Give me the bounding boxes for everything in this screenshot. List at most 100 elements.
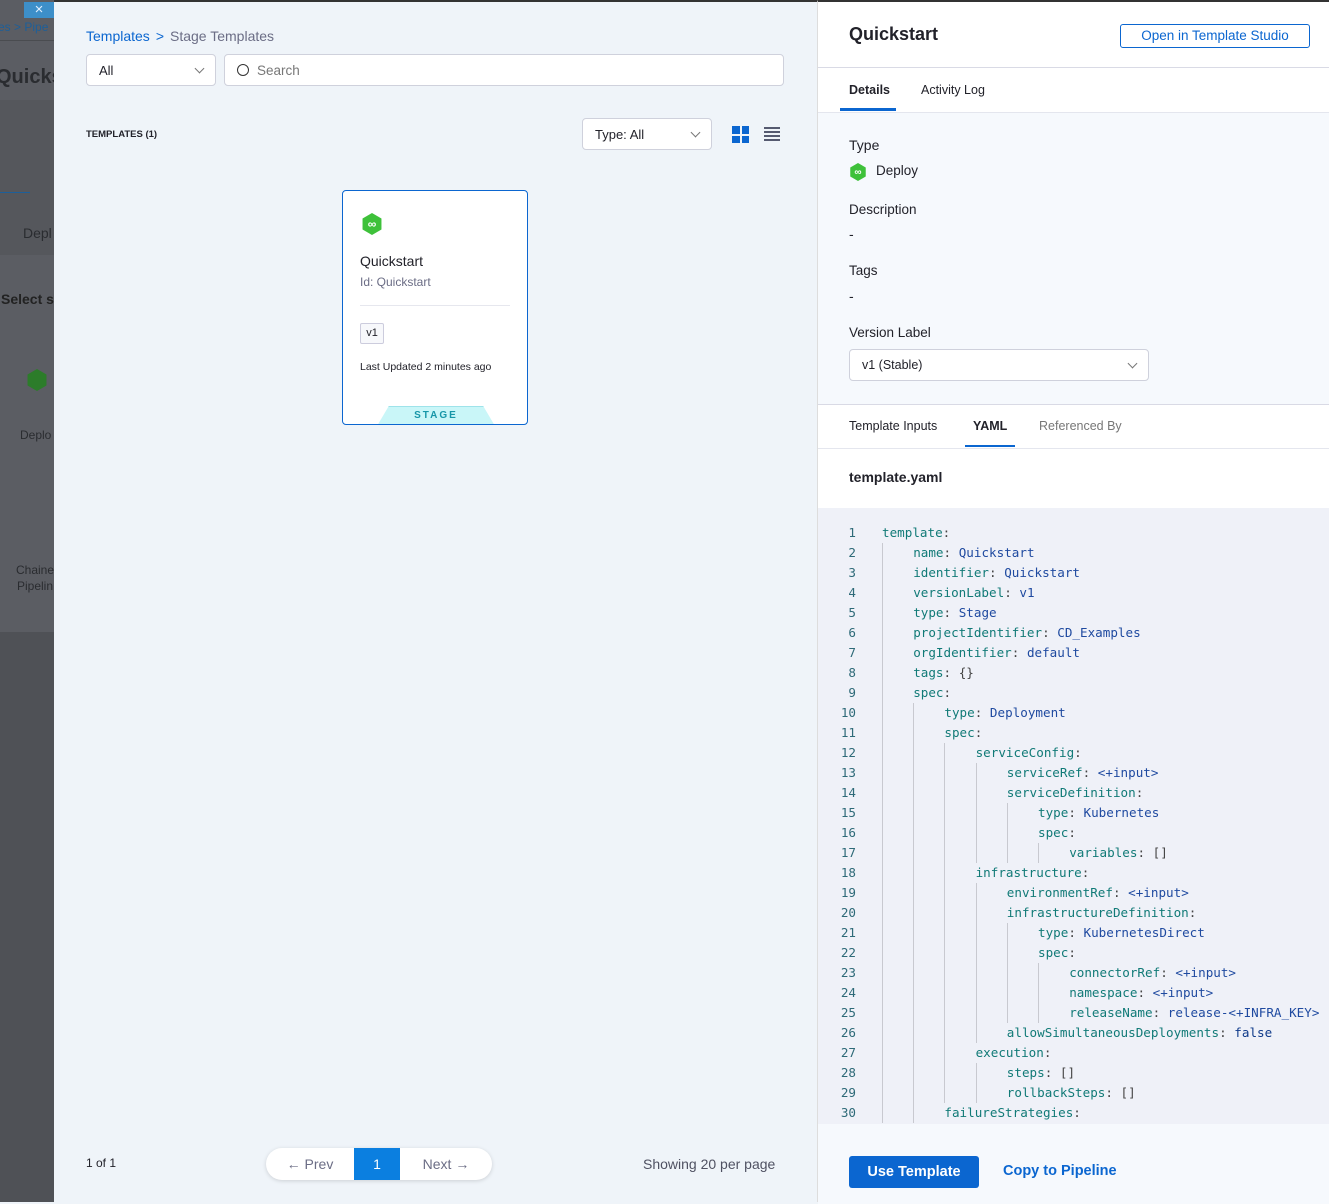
description-label: Description bbox=[849, 202, 917, 217]
version-select[interactable]: v1 (Stable) bbox=[849, 349, 1149, 381]
line-number: 4 bbox=[848, 585, 856, 600]
tab-activity-log[interactable]: Activity Log bbox=[921, 83, 985, 97]
yaml-content: environmentRef: <+input> bbox=[1006, 885, 1189, 900]
yaml-content: template: bbox=[882, 525, 958, 540]
per-page-label: Showing 20 per page bbox=[643, 1156, 776, 1172]
indent-guide bbox=[944, 1003, 946, 1023]
indent-guide bbox=[882, 543, 883, 563]
tab-details[interactable]: Details bbox=[849, 83, 890, 97]
yaml-content: type: Stage bbox=[913, 605, 997, 620]
yaml-line: 30 failureStrategies: bbox=[818, 1103, 1329, 1123]
tab-template-inputs[interactable]: Template Inputs bbox=[849, 419, 938, 433]
bg-chained-1: Chaine bbox=[16, 563, 54, 577]
yaml-file-name: template.yaml bbox=[849, 469, 943, 485]
tab-yaml[interactable]: YAML bbox=[973, 419, 1008, 433]
line-number: 27 bbox=[840, 1045, 856, 1060]
indent-guide bbox=[882, 1003, 883, 1023]
indent-guide bbox=[944, 963, 946, 983]
list-view-icon[interactable] bbox=[764, 127, 780, 141]
template-card[interactable]: ∞ Quickstart Id: Quickstart v1 Last Upda… bbox=[342, 190, 528, 425]
template-details-panel: Quickstart Open in Template Studio Detai… bbox=[817, 0, 1329, 1204]
line-number: 26 bbox=[840, 1025, 856, 1040]
yaml-line: 9 spec: bbox=[818, 683, 1329, 703]
line-number: 16 bbox=[840, 825, 856, 840]
indent-guide bbox=[1006, 983, 1008, 1003]
indent-guide bbox=[882, 823, 883, 843]
template-browser: Templates > Stage Templates All Search TEM… bbox=[54, 0, 817, 1202]
bg-deploy-icon bbox=[27, 369, 47, 391]
search-icon bbox=[237, 64, 249, 76]
indent-guide bbox=[944, 903, 946, 923]
yaml-content: namespace: <+input> bbox=[1069, 985, 1214, 1000]
use-template-button[interactable]: Use Template bbox=[849, 1156, 979, 1188]
yaml-line: 25 releaseName: release-<+INFRA_KEY> bbox=[818, 1003, 1329, 1023]
chevron-down-icon bbox=[194, 63, 205, 73]
yaml-line: 6 projectIdentifier: CD_Examples bbox=[818, 623, 1329, 643]
type-label: Type bbox=[849, 137, 880, 153]
tags-value: - bbox=[849, 288, 854, 304]
line-number: 2 bbox=[848, 545, 856, 560]
indent-guide bbox=[975, 803, 977, 823]
bg-title: Quicks bbox=[0, 66, 54, 88]
line-number: 10 bbox=[840, 705, 856, 720]
deploy-hex-icon: ∞ bbox=[850, 163, 866, 181]
indent-guide bbox=[944, 863, 946, 883]
indent-guide bbox=[975, 823, 977, 843]
copy-to-pipeline-button[interactable]: Copy to Pipeline bbox=[1003, 1163, 1117, 1179]
breadcrumb: Templates > Stage Templates bbox=[86, 28, 274, 44]
line-number: 18 bbox=[840, 865, 856, 880]
indent-guide bbox=[975, 1063, 977, 1083]
indent-guide bbox=[882, 1083, 883, 1103]
indent-guide bbox=[1006, 803, 1008, 823]
line-number: 7 bbox=[848, 645, 856, 660]
breadcrumb-current: Stage Templates bbox=[170, 28, 275, 44]
close-icon[interactable]: × bbox=[24, 2, 54, 18]
indent-guide bbox=[975, 943, 977, 963]
indent-guide bbox=[882, 743, 883, 763]
indent-guide bbox=[944, 803, 946, 823]
yaml-line: 28 steps: [] bbox=[818, 1063, 1329, 1083]
prev-button[interactable]: ← Prev bbox=[286, 1156, 334, 1172]
yaml-content: releaseName: release-<+INFRA_KEY> bbox=[1069, 1005, 1320, 1020]
indent-guide bbox=[975, 1023, 977, 1043]
indent-guide bbox=[882, 843, 883, 863]
yaml-content: variables: [] bbox=[1069, 845, 1168, 860]
search-input[interactable]: Search bbox=[224, 54, 784, 86]
indent-guide bbox=[882, 803, 883, 823]
indent-guide bbox=[882, 623, 883, 643]
yaml-line: 17 variables: [] bbox=[818, 843, 1329, 863]
grid-view-icon[interactable] bbox=[732, 126, 749, 143]
indent-guide bbox=[913, 1103, 915, 1123]
indent-guide bbox=[975, 883, 977, 903]
indent-guide bbox=[882, 783, 883, 803]
type-value: Deploy bbox=[876, 163, 919, 178]
indent-guide bbox=[944, 1083, 946, 1103]
yaml-content: execution: bbox=[975, 1045, 1060, 1060]
indent-guide bbox=[882, 1103, 883, 1123]
next-button[interactable]: Next → bbox=[422, 1156, 470, 1172]
yaml-line: 15 type: Kubernetes bbox=[818, 803, 1329, 823]
indent-guide bbox=[913, 963, 915, 983]
open-in-template-studio-button[interactable]: Open in Template Studio bbox=[1120, 24, 1310, 48]
indent-guide bbox=[913, 863, 915, 883]
line-number: 25 bbox=[840, 1005, 856, 1020]
indent-guide bbox=[975, 783, 977, 803]
breadcrumb-templates[interactable]: Templates bbox=[86, 28, 150, 44]
pagination-summary: 1 of 1 bbox=[86, 1156, 117, 1170]
line-number: 14 bbox=[840, 785, 856, 800]
line-number: 21 bbox=[840, 925, 856, 940]
type-filter-select[interactable]: Type: All bbox=[582, 118, 712, 150]
tab-referenced-by[interactable]: Referenced By bbox=[1039, 419, 1122, 433]
yaml-line: 20 infrastructureDefinition: bbox=[818, 903, 1329, 923]
yaml-content: orgIdentifier: default bbox=[913, 645, 1081, 660]
description-value: - bbox=[849, 226, 854, 242]
yaml-content: spec: bbox=[913, 685, 959, 700]
indent-guide bbox=[944, 763, 946, 783]
yaml-editor[interactable]: 1 template: 2 name: Quickstart 3 identifier:… bbox=[818, 508, 1329, 1124]
scope-select[interactable]: All bbox=[86, 54, 216, 86]
indent-guide bbox=[882, 723, 883, 743]
yaml-line: 7 orgIdentifier: default bbox=[818, 643, 1329, 663]
yaml-line: 1 template: bbox=[818, 523, 1329, 543]
page-1-button[interactable]: 1 bbox=[354, 1148, 400, 1180]
indent-guide bbox=[913, 903, 915, 923]
